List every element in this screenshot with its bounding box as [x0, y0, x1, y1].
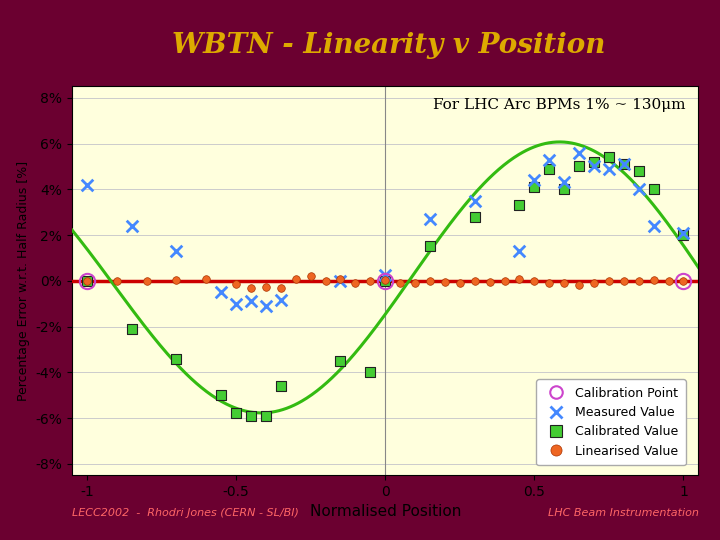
- Point: [379, 275, 391, 284]
- Point: [588, 158, 600, 166]
- Point: [335, 276, 346, 285]
- Point: [246, 411, 257, 420]
- X-axis label: Normalised Position: Normalised Position: [310, 504, 461, 519]
- Point: [200, 274, 212, 283]
- Point: [81, 276, 93, 285]
- Point: [230, 280, 242, 288]
- Point: [573, 148, 585, 157]
- Point: [246, 297, 257, 306]
- Point: [424, 276, 436, 285]
- Point: [513, 274, 525, 283]
- Point: [454, 279, 466, 287]
- Point: [469, 197, 480, 205]
- Point: [260, 411, 271, 420]
- Point: [618, 276, 629, 285]
- Point: [215, 391, 227, 400]
- Point: [528, 183, 540, 191]
- Point: [439, 278, 451, 286]
- Point: [275, 296, 287, 305]
- Point: [260, 302, 271, 310]
- Point: [126, 221, 138, 230]
- Point: [81, 276, 93, 285]
- Point: [559, 178, 570, 187]
- Y-axis label: Percentage Error w.r.t. Half Radius [%]: Percentage Error w.r.t. Half Radius [%]: [17, 161, 30, 401]
- Point: [171, 247, 182, 255]
- Point: [528, 176, 540, 185]
- Point: [230, 409, 242, 418]
- Point: [230, 299, 242, 308]
- Point: [350, 279, 361, 287]
- Point: [513, 247, 525, 255]
- Point: [379, 276, 391, 285]
- Point: [678, 228, 689, 237]
- Text: LHC Beam Instrumentation: LHC Beam Instrumentation: [547, 508, 698, 518]
- Point: [305, 272, 316, 281]
- Point: [633, 276, 644, 285]
- Point: [603, 164, 615, 173]
- Point: [141, 276, 153, 285]
- Point: [618, 160, 629, 168]
- Point: [559, 185, 570, 194]
- Point: [424, 215, 436, 224]
- Point: [335, 356, 346, 365]
- Point: [171, 354, 182, 363]
- Point: [246, 284, 257, 292]
- Text: WBTN - Linearity v Position: WBTN - Linearity v Position: [172, 32, 606, 59]
- Point: [171, 275, 182, 284]
- Point: [573, 162, 585, 171]
- Point: [499, 276, 510, 285]
- Point: [544, 164, 555, 173]
- Point: [275, 382, 287, 390]
- Point: [678, 276, 689, 285]
- Point: [648, 185, 660, 194]
- Text: LECC2002  -  Rhodri Jones (CERN - SL/BI): LECC2002 - Rhodri Jones (CERN - SL/BI): [72, 508, 299, 518]
- Point: [678, 231, 689, 239]
- Point: [364, 368, 376, 376]
- Point: [588, 162, 600, 171]
- Point: [618, 160, 629, 168]
- Point: [469, 212, 480, 221]
- Point: [484, 278, 495, 286]
- Point: [395, 279, 406, 287]
- Point: [81, 180, 93, 189]
- Point: [513, 201, 525, 210]
- Point: [290, 274, 302, 283]
- Point: [320, 276, 331, 285]
- Point: [663, 276, 675, 285]
- Point: [633, 167, 644, 176]
- Point: [528, 276, 540, 285]
- Point: [648, 221, 660, 230]
- Point: [260, 282, 271, 291]
- Point: [126, 325, 138, 333]
- Point: [603, 153, 615, 161]
- Point: [469, 276, 480, 285]
- Point: [275, 284, 287, 292]
- Point: [603, 276, 615, 285]
- Point: [111, 276, 122, 285]
- Point: [215, 288, 227, 296]
- Text: For LHC Arc BPMs 1% ~ 130μm: For LHC Arc BPMs 1% ~ 130μm: [433, 98, 686, 112]
- Point: [364, 276, 376, 285]
- Point: [648, 275, 660, 284]
- Point: [409, 279, 420, 287]
- Legend: Calibration Point, Measured Value, Calibrated Value, Linearised Value: Calibration Point, Measured Value, Calib…: [536, 379, 686, 465]
- Point: [559, 279, 570, 287]
- Point: [588, 279, 600, 287]
- Point: [633, 185, 644, 194]
- Point: [544, 279, 555, 287]
- Point: [424, 242, 436, 251]
- Point: [379, 271, 391, 279]
- Point: [573, 281, 585, 289]
- Point: [335, 274, 346, 283]
- Point: [544, 156, 555, 164]
